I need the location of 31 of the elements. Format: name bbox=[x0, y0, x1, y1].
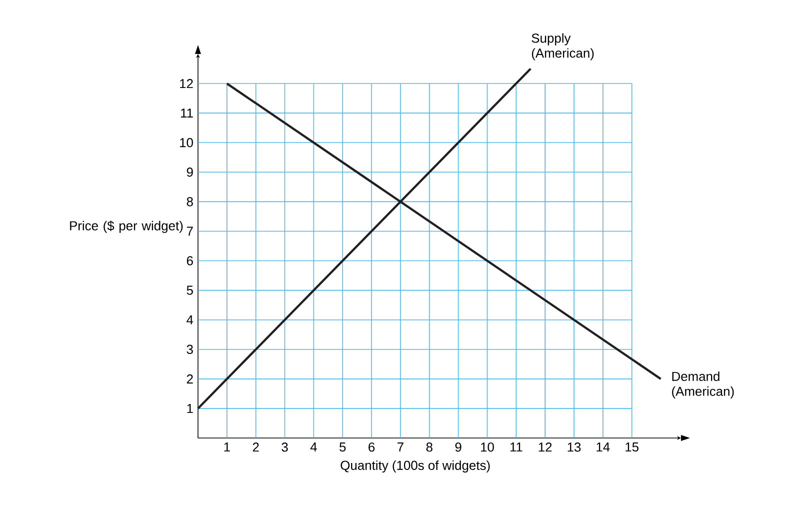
x-tick-label: 14 bbox=[596, 442, 610, 452]
x-tick-label: 12 bbox=[538, 442, 552, 452]
x-tick-label: 9 bbox=[455, 442, 462, 452]
x-tick-label: 13 bbox=[568, 442, 581, 452]
x-tick-label: 11 bbox=[510, 442, 522, 452]
y-tick-label: 12 bbox=[180, 79, 193, 88]
y-tick-label: 9 bbox=[186, 168, 193, 177]
series-label: Supply (American) bbox=[532, 33, 594, 60]
y-tick-label: 2 bbox=[186, 374, 193, 384]
x-tick-label: 7 bbox=[398, 442, 404, 452]
y-tick-label: 5 bbox=[186, 286, 193, 295]
x-axis-title: Quantity (100s of widgets) bbox=[340, 460, 490, 473]
y-tick-label: 10 bbox=[180, 138, 193, 148]
y-axis-title: Price ($ per widget) bbox=[70, 220, 183, 233]
y-tick-label: 1 bbox=[187, 404, 193, 413]
y-tick-label: 4 bbox=[186, 315, 194, 324]
series-label: Demand (American) bbox=[672, 371, 734, 398]
x-tick-label: 4 bbox=[310, 442, 317, 452]
y-tick-label: 8 bbox=[186, 197, 193, 206]
y-tick-label: 6 bbox=[186, 256, 193, 266]
x-tick-label: 8 bbox=[426, 442, 432, 452]
x-tick-label: 1 bbox=[224, 442, 230, 452]
x-tick-label: 5 bbox=[340, 442, 346, 452]
x-tick-label: 10 bbox=[481, 442, 494, 452]
y-tick-label: 11 bbox=[181, 108, 193, 118]
y-tick-label: 3 bbox=[186, 344, 193, 354]
x-tick-label: 15 bbox=[626, 442, 638, 452]
y-tick-label: 7 bbox=[186, 226, 193, 236]
x-tick-label: 3 bbox=[282, 442, 288, 452]
x-tick-label: 6 bbox=[368, 442, 375, 452]
x-tick-label: 2 bbox=[252, 442, 259, 452]
